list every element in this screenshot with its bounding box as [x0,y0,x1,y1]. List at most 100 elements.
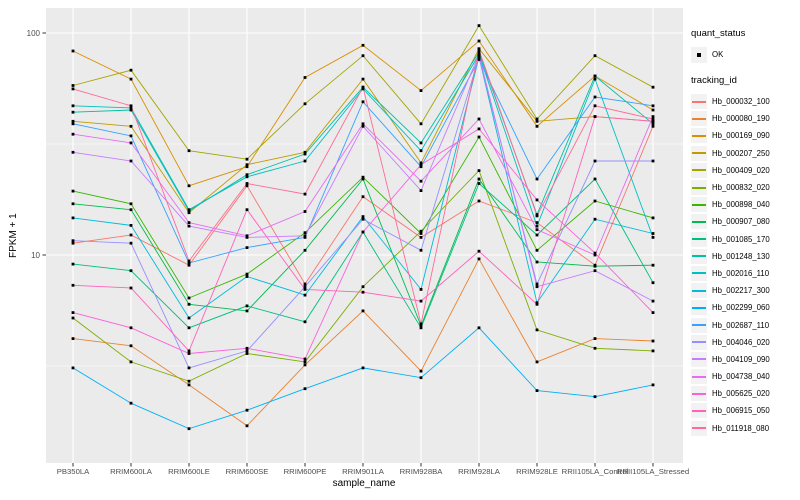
data-point [187,383,191,387]
legend-item-Hb_000032_100: Hb_000032_100 [691,93,799,110]
data-point [71,119,75,123]
data-point [129,68,133,72]
legend-line-swatch [692,358,706,361]
data-point [535,228,539,232]
data-point [535,221,539,224]
legend-key-box [691,386,707,402]
data-point [71,189,75,193]
x-tick-label-RRIM600LE: RRIM600LE [168,467,210,476]
data-point [129,224,133,227]
legend-item-Hb_006915_050: Hb_006915_050 [691,402,799,419]
data-point [245,163,249,167]
legend-item-Hb_001248_130: Hb_001248_130 [691,248,799,265]
data-point [245,246,249,249]
data-point [303,293,307,297]
data-point [71,132,75,136]
legend-key-box [691,46,707,63]
panel-background [46,8,683,463]
data-point [303,152,307,156]
data-point [477,257,481,261]
data-point [419,149,423,153]
data-point [651,349,655,353]
x-tick-label-RRIM600LA: RRIM600LA [110,467,152,476]
data-point [651,115,655,118]
data-point [593,177,597,181]
data-point [651,263,655,267]
legend-tracking-entries: Hb_000032_100 Hb_000080_190 Hb_000169_090 H… [691,93,799,437]
legend-line-swatch [692,427,706,430]
x-tick-label-RRII105LA_Control: RRII105LA_Control [561,467,629,476]
data-point [245,309,249,313]
data-point [419,165,423,169]
data-point [245,349,249,353]
data-point [245,424,249,428]
legend-item-label: Hb_000032_100 [712,97,770,107]
data-point [361,43,365,47]
data-point [71,49,75,53]
legend-key-box [691,214,707,230]
legend-item-label: Hb_004109_090 [712,354,770,364]
data-point [593,346,597,350]
data-point [593,395,597,399]
legend-line-swatch [692,117,706,120]
legend-item-label: Hb_001248_130 [712,251,770,261]
data-point [477,177,481,181]
data-point [593,199,597,203]
data-point [245,236,249,239]
data-point [245,346,249,350]
legend-title-quant-status: quant_status [691,28,746,39]
data-point [129,208,133,212]
x-tick-label-PB350LA: PB350LA [56,467,90,476]
data-point [129,108,133,112]
series-points [71,24,655,431]
data-point [187,366,191,370]
data-point [129,159,133,163]
legend-item-Hb_000207_250: Hb_000207_250 [691,145,799,162]
x-tick-label-RRII105LA_Stressed: RRII105LA_Stressed [616,467,690,476]
legend-key-box [691,145,707,161]
data-point [245,304,249,308]
legend-key-box [691,403,707,419]
legend-key-box [691,334,707,350]
data-point [419,324,423,328]
data-point [71,150,75,154]
data-point [361,215,365,218]
data-point [361,195,365,199]
data-point [361,122,365,126]
data-point [593,253,597,257]
data-point [593,104,597,108]
data-point [129,326,133,330]
data-point [477,135,481,139]
data-point [419,179,423,183]
legend-item-label: Hb_002217_300 [712,286,770,296]
data-point [361,175,365,179]
legend-item-label: Hb_006915_050 [712,406,770,416]
data-point [303,360,307,364]
data-point [129,104,133,108]
legend-line-swatch [692,306,706,309]
legend-item-Hb_000080_190: Hb_000080_190 [691,110,799,127]
data-point [129,134,133,138]
data-point [245,234,249,238]
data-point [477,117,481,121]
data-point [361,85,365,89]
data-point [477,39,481,43]
data-point [303,210,307,213]
data-point [361,217,365,221]
data-point [593,77,597,81]
data-point [361,290,365,294]
data-point [535,248,539,252]
legend-key-box [691,283,707,299]
data-point [535,233,539,237]
data-point [593,251,597,255]
data-point [477,127,481,131]
legend-item-Hb_004046_020: Hb_004046_020 [691,334,799,351]
data-point [187,302,191,306]
data-point [71,202,75,206]
data-point [245,182,249,185]
data-point [303,387,307,391]
data-point [477,24,481,27]
legend-item-ok: OK [691,46,799,63]
data-point [187,208,191,212]
legend-item-label: Hb_000898_040 [712,200,770,210]
